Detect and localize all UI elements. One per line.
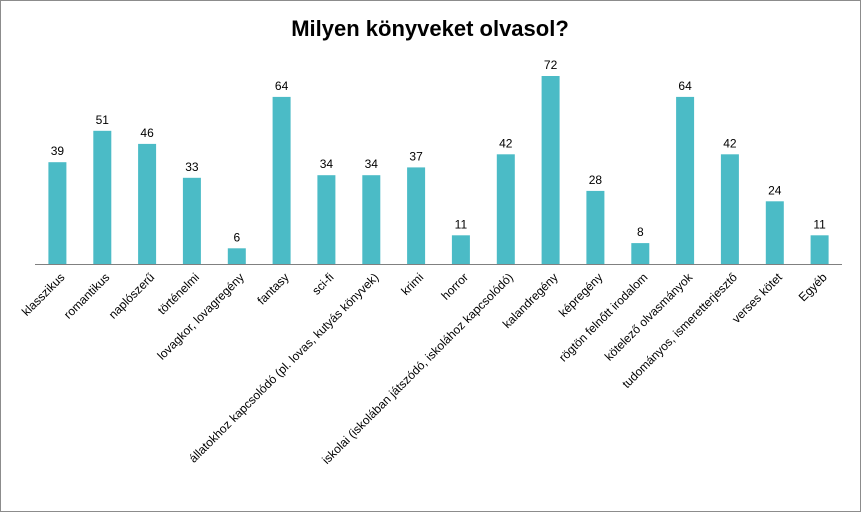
value-label: 51 xyxy=(96,113,110,127)
value-label: 24 xyxy=(768,183,782,197)
value-label: 39 xyxy=(51,144,65,158)
value-label: 64 xyxy=(275,79,289,93)
value-label: 42 xyxy=(723,136,737,150)
category-label: sci-fi xyxy=(309,270,336,297)
category-label: lovagkor, lovagregény xyxy=(154,270,246,362)
bar xyxy=(317,175,336,264)
bar xyxy=(451,235,470,264)
bar xyxy=(138,143,157,264)
chart-title: Milyen könyveket olvasol? xyxy=(291,16,569,41)
bar xyxy=(362,175,381,264)
category-label: fantasy xyxy=(254,270,291,307)
category-label: rögtön felnőtt irodalom xyxy=(556,270,650,364)
value-label: 64 xyxy=(678,79,692,93)
bar xyxy=(227,248,246,264)
value-label: 34 xyxy=(320,157,334,171)
value-label: 37 xyxy=(409,149,423,163)
bar xyxy=(676,96,695,265)
bar xyxy=(586,190,605,264)
bars-group xyxy=(48,76,829,265)
category-label: történelmi xyxy=(155,270,202,317)
bar xyxy=(765,201,784,264)
category-label: horror xyxy=(438,270,471,303)
bar xyxy=(48,162,67,264)
category-label: naplószerű xyxy=(106,270,158,322)
value-label: 34 xyxy=(365,157,379,171)
category-label: krimi xyxy=(398,270,426,298)
bar xyxy=(810,235,829,264)
value-label: 28 xyxy=(589,173,603,187)
value-label: 11 xyxy=(813,217,826,231)
value-label: 11 xyxy=(455,217,468,231)
value-label: 8 xyxy=(637,225,644,239)
bar xyxy=(631,243,650,264)
bar xyxy=(182,177,201,264)
bar xyxy=(272,96,291,265)
category-label: romantikus xyxy=(61,270,112,321)
bar xyxy=(93,130,112,264)
value-label: 33 xyxy=(185,160,199,174)
bar xyxy=(407,167,426,264)
value-label: 6 xyxy=(233,230,240,244)
value-label: 72 xyxy=(544,58,558,72)
bar xyxy=(720,154,739,264)
bar xyxy=(496,154,515,264)
value-labels-group: 39 51 46 33 6 64 34 34 37 11 42 72 28 8 64 42 24 11 xyxy=(51,58,826,244)
bar xyxy=(541,76,560,264)
category-labels-group: klasszikusromantikusnaplószerűtörténelmi… xyxy=(19,270,830,467)
value-label: 42 xyxy=(499,136,513,150)
category-label: kötelező olvasmányok xyxy=(602,270,696,364)
category-label: Egyéb xyxy=(796,270,830,304)
value-label: 46 xyxy=(140,126,154,140)
